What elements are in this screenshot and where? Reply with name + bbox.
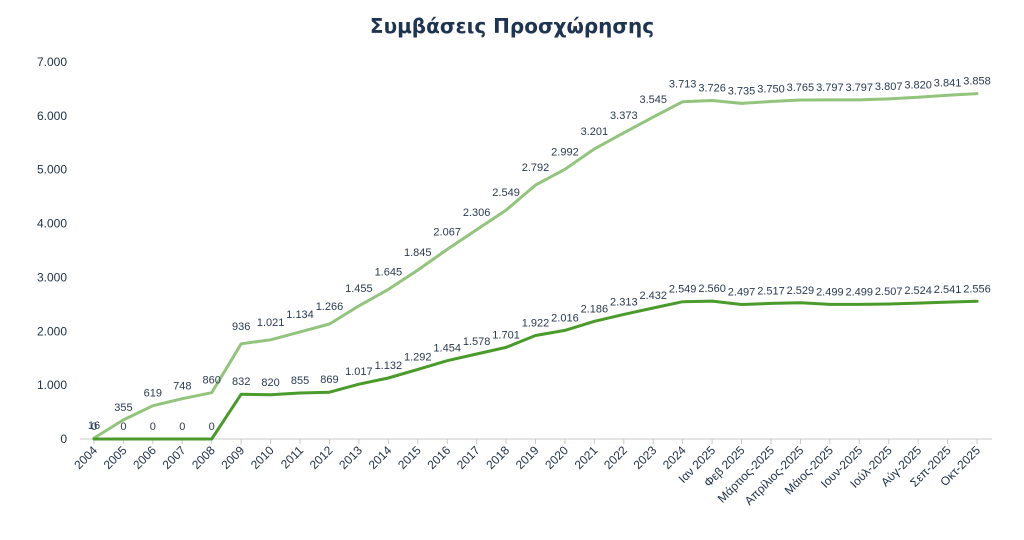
series-line-2 — [92, 299, 979, 441]
data-label-series-1: 860 — [203, 375, 221, 387]
x-tick-label: 2020 — [542, 443, 571, 472]
data-label-series-1: 3.735 — [728, 85, 756, 97]
chart-title: Συμβάσεις Προσχώρησης — [369, 14, 655, 38]
data-label-series-2: 2.497 — [728, 287, 756, 299]
data-label-series-2: 1.922 — [522, 317, 550, 329]
data-label-series-1: 3.726 — [698, 82, 726, 94]
x-tick-label: 2022 — [601, 443, 630, 472]
x-tick-label: 2011 — [278, 443, 306, 471]
x-tick-label: 2018 — [483, 443, 512, 472]
data-label-series-2: 1.578 — [463, 336, 491, 348]
data-label-series-1: 16 — [88, 420, 100, 432]
data-label-series-2: 855 — [291, 375, 309, 387]
data-label-series-1: 2.067 — [433, 226, 461, 238]
series-line-1 — [92, 92, 979, 440]
x-axis: 2004 2005 2006 2007 2008 2009 2010 2011 2012 2013… — [71, 438, 992, 508]
data-label-series-1: 3.750 — [757, 83, 785, 95]
data-label-series-2: 2.529 — [787, 285, 815, 297]
data-label-series-1: 3.373 — [610, 110, 638, 122]
x-tick-label: 2010 — [248, 443, 277, 472]
data-label-series-2: 2.524 — [904, 285, 932, 297]
x-tick-label: 2023 — [631, 443, 660, 472]
data-label-series-2: 1.017 — [345, 366, 373, 378]
data-label-series-1: 1.021 — [257, 317, 285, 329]
x-tick-label: 2009 — [219, 443, 248, 472]
x-tick-label: 2017 — [454, 443, 483, 472]
data-label-series-2: 2.499 — [816, 286, 844, 298]
data-label-series-1: 2.792 — [522, 162, 550, 174]
data-label-series-2: 1.132 — [375, 360, 403, 372]
data-label-series-2: 0 — [209, 421, 215, 433]
data-label-series-2: 1.454 — [433, 343, 461, 355]
data-label-series-1: 2.306 — [463, 207, 491, 219]
data-label-series-2: 0 — [91, 421, 97, 433]
data-label-series-1: 3.545 — [639, 94, 667, 106]
data-label-series-2: 2.499 — [846, 286, 874, 298]
data-label-series-1: 3.841 — [934, 77, 962, 89]
data-label-series-2: 2.507 — [875, 286, 903, 298]
data-label-series-2: 2.549 — [669, 284, 697, 296]
y-tick-label: 2.000 — [37, 324, 67, 338]
x-tick-label: 2016 — [425, 443, 454, 472]
data-label-series-2: 2.560 — [698, 283, 726, 295]
data-label-series-2: 2.541 — [934, 284, 962, 296]
data-label-series-1: 748 — [173, 381, 191, 393]
x-tick-label: 2008 — [189, 443, 218, 472]
data-label-series-2: 1.701 — [492, 329, 520, 341]
x-tick-label: 2012 — [307, 443, 336, 472]
data-label-series-2: 820 — [261, 377, 279, 389]
y-tick-label: 4.000 — [37, 217, 67, 231]
y-tick-label: 0 — [60, 432, 67, 446]
y-tick-label: 6.000 — [37, 109, 67, 123]
data-label-series-1: 3.807 — [875, 81, 903, 93]
data-label-series-1: 3.765 — [787, 82, 815, 94]
x-tick-label: 2007 — [160, 443, 189, 472]
data-label-series-2: 2.556 — [963, 283, 991, 295]
data-label-series-1: 3.797 — [816, 82, 844, 94]
data-label-series-1: 1.455 — [345, 283, 373, 295]
data-label-series-1: 619 — [144, 388, 162, 400]
data-label-series-1: 1.645 — [375, 266, 403, 278]
y-tick-label: 1.000 — [37, 378, 67, 392]
data-label-series-1: 3.797 — [846, 82, 874, 94]
data-labels: 16 355 619 748 860 936 1.0211.1341.2661.4551.6… — [88, 76, 991, 433]
x-tick-label: 2005 — [101, 443, 130, 472]
data-label-series-2: 2.517 — [757, 285, 785, 297]
data-label-series-2: 2.313 — [610, 296, 638, 308]
data-label-series-2: 0 — [179, 421, 185, 433]
y-tick-label: 5.000 — [37, 163, 67, 177]
x-tick-label: 2013 — [336, 443, 365, 472]
y-tick-label: 3.000 — [37, 270, 67, 284]
data-label-series-1: 355 — [114, 402, 132, 414]
y-tick-label: 7.000 — [37, 55, 67, 69]
x-tick-label: 2015 — [395, 443, 424, 472]
data-label-series-1: 2.549 — [492, 187, 520, 199]
y-axis: 0 1.000 2.000 3.000 4.000 5.000 6.000 7.000 — [37, 55, 67, 446]
data-label-series-2: 0 — [150, 421, 156, 433]
x-tick-label: 2004 — [71, 443, 100, 472]
data-label-series-1: 3.858 — [963, 76, 991, 88]
x-tick-label: 2014 — [366, 443, 395, 472]
data-label-series-2: 832 — [232, 376, 250, 388]
data-label-series-1: 2.992 — [551, 146, 579, 158]
x-tick-label: 2021 — [572, 443, 601, 472]
data-label-series-1: 1.845 — [404, 247, 432, 259]
data-label-series-1: 3.820 — [904, 79, 932, 91]
data-label-series-1: 3.201 — [581, 126, 609, 138]
data-label-series-2: 2.016 — [551, 312, 579, 324]
data-label-series-1: 1.134 — [286, 309, 314, 321]
x-tick-label: 2019 — [513, 443, 542, 472]
data-label-series-2: 869 — [320, 374, 338, 386]
series-lines — [92, 92, 979, 441]
data-label-series-2: 1.292 — [404, 351, 432, 363]
data-label-series-2: 0 — [120, 421, 126, 433]
data-label-series-2: 2.186 — [581, 303, 609, 315]
data-label-series-1: 3.713 — [669, 79, 697, 91]
data-label-series-1: 1.266 — [316, 301, 344, 313]
data-label-series-2: 2.432 — [639, 290, 667, 302]
data-label-series-1: 936 — [232, 321, 250, 333]
x-tick-label: 2006 — [130, 443, 159, 472]
